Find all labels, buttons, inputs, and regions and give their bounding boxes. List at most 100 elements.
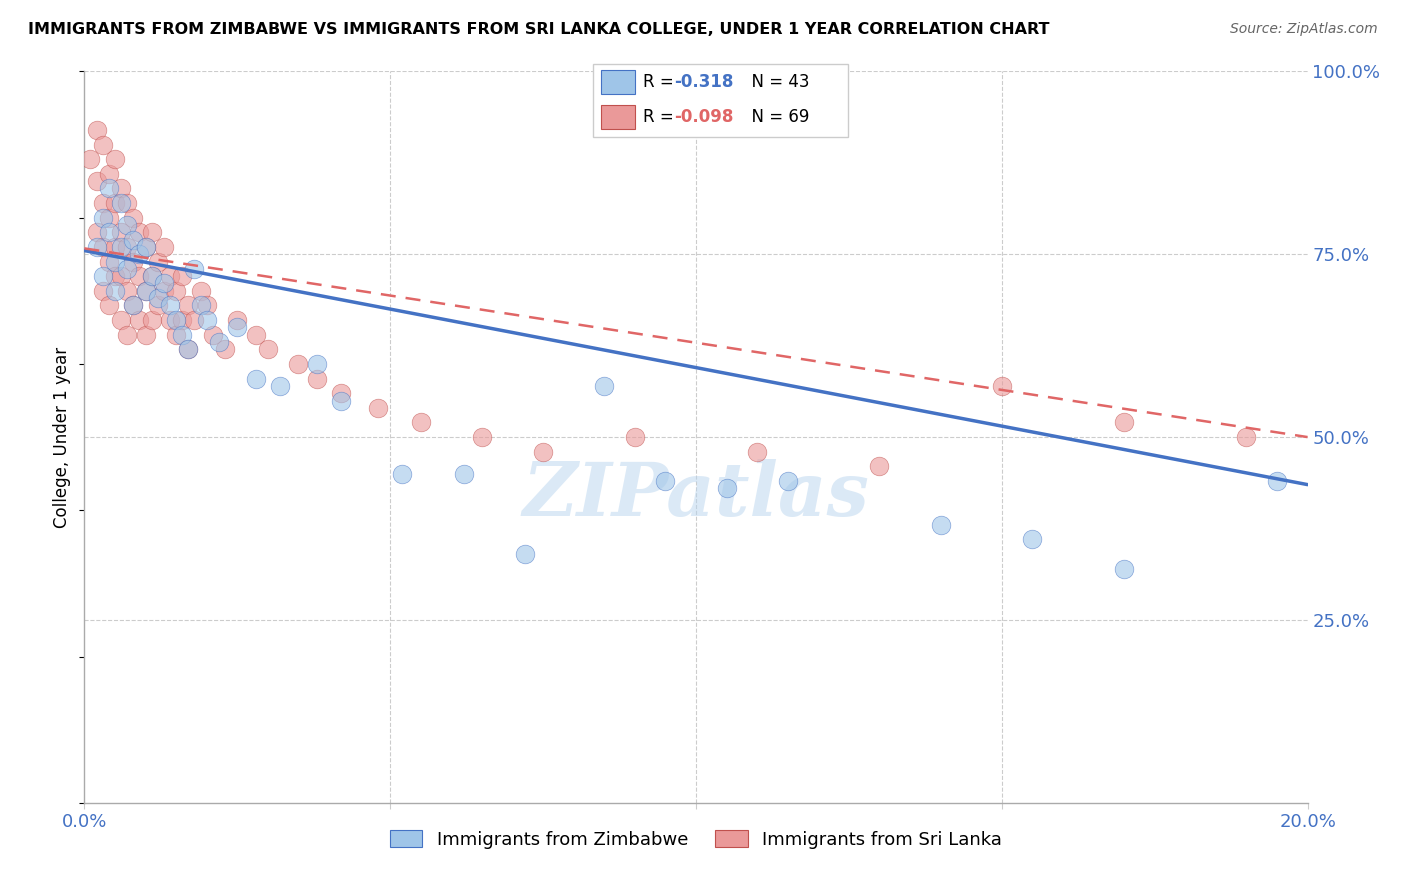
Point xyxy=(208,334,231,349)
Point xyxy=(135,240,157,254)
Point xyxy=(91,137,114,152)
Point xyxy=(287,357,309,371)
Point xyxy=(135,284,157,298)
Point xyxy=(453,467,475,481)
Point xyxy=(391,467,413,481)
Point xyxy=(104,269,127,284)
Point xyxy=(776,474,799,488)
Point xyxy=(97,167,120,181)
Point xyxy=(86,225,108,239)
Point xyxy=(226,313,249,327)
Point xyxy=(128,247,150,261)
Point xyxy=(97,254,120,268)
Point xyxy=(110,225,132,239)
Point xyxy=(654,474,676,488)
Point xyxy=(367,401,389,415)
Point xyxy=(929,517,952,532)
Point xyxy=(122,233,145,247)
Point xyxy=(91,284,114,298)
Point xyxy=(214,343,236,357)
Text: Source: ZipAtlas.com: Source: ZipAtlas.com xyxy=(1230,22,1378,37)
Point xyxy=(97,225,120,239)
Point xyxy=(104,152,127,166)
Point xyxy=(122,211,145,225)
Point xyxy=(110,196,132,211)
Point xyxy=(172,327,194,342)
Text: N = 69: N = 69 xyxy=(741,108,810,126)
Point xyxy=(991,379,1014,393)
Point xyxy=(330,386,353,401)
Point xyxy=(159,313,181,327)
Point xyxy=(330,393,353,408)
Point xyxy=(91,269,114,284)
Point xyxy=(128,313,150,327)
Point xyxy=(172,269,194,284)
Point xyxy=(1114,562,1136,576)
Point xyxy=(269,379,291,393)
Point xyxy=(122,298,145,312)
Point xyxy=(141,313,163,327)
Point xyxy=(869,459,891,474)
Legend: Immigrants from Zimbabwe, Immigrants from Sri Lanka: Immigrants from Zimbabwe, Immigrants fro… xyxy=(382,823,1010,856)
Point xyxy=(159,269,181,284)
Point xyxy=(531,444,554,458)
Point xyxy=(97,298,120,312)
Point xyxy=(115,261,138,276)
Point xyxy=(135,284,157,298)
Point xyxy=(91,240,114,254)
Point xyxy=(165,313,187,327)
Point xyxy=(128,225,150,239)
Point xyxy=(190,298,212,312)
Point xyxy=(159,298,181,312)
Point xyxy=(257,343,280,357)
Point xyxy=(177,298,200,312)
Point xyxy=(245,327,267,342)
Point xyxy=(624,430,647,444)
FancyBboxPatch shape xyxy=(593,64,848,136)
Point xyxy=(172,313,194,327)
Point xyxy=(201,327,224,342)
Point xyxy=(1021,533,1043,547)
Point xyxy=(115,240,138,254)
Text: IMMIGRANTS FROM ZIMBABWE VS IMMIGRANTS FROM SRI LANKA COLLEGE, UNDER 1 YEAR CORR: IMMIGRANTS FROM ZIMBABWE VS IMMIGRANTS F… xyxy=(28,22,1050,37)
Point xyxy=(97,211,120,225)
Text: -0.318: -0.318 xyxy=(673,73,733,91)
Point xyxy=(110,313,132,327)
Point xyxy=(104,196,127,211)
Point xyxy=(97,181,120,195)
FancyBboxPatch shape xyxy=(600,105,634,129)
Point xyxy=(122,254,145,268)
Text: ZIPatlas: ZIPatlas xyxy=(523,459,869,532)
Point xyxy=(86,123,108,137)
Point xyxy=(183,261,205,276)
Point xyxy=(165,327,187,342)
Point xyxy=(135,240,157,254)
Point xyxy=(110,181,132,195)
Text: R =: R = xyxy=(643,108,679,126)
Point xyxy=(153,277,176,291)
Point xyxy=(177,343,200,357)
Point xyxy=(177,343,200,357)
Point xyxy=(86,240,108,254)
Point xyxy=(122,298,145,312)
Point xyxy=(115,284,138,298)
Point xyxy=(305,371,328,385)
Point xyxy=(195,313,218,327)
Point xyxy=(1265,474,1288,488)
Point xyxy=(226,320,249,334)
Point xyxy=(165,284,187,298)
Point xyxy=(110,269,132,284)
Point xyxy=(86,174,108,188)
Point xyxy=(1114,416,1136,430)
Point xyxy=(141,269,163,284)
Point xyxy=(716,481,738,495)
Point xyxy=(115,196,138,211)
Point xyxy=(141,269,163,284)
Point xyxy=(305,357,328,371)
Point xyxy=(593,379,616,393)
Point xyxy=(135,327,157,342)
Point xyxy=(110,240,132,254)
Point xyxy=(146,291,169,305)
Point xyxy=(409,416,432,430)
Text: R =: R = xyxy=(643,73,679,91)
